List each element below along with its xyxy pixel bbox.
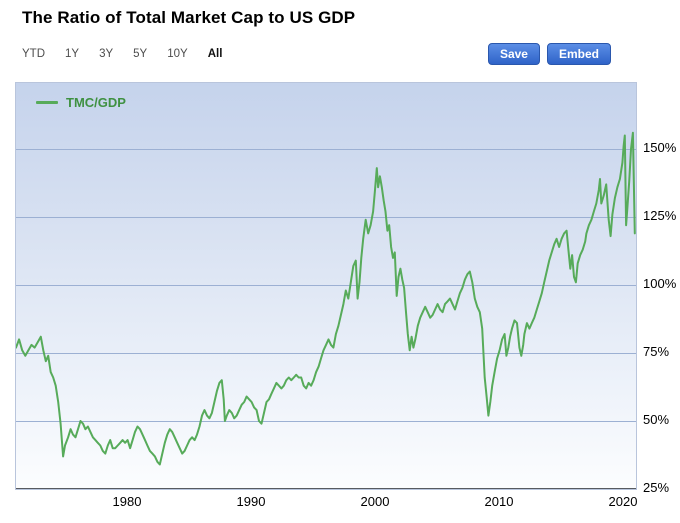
y-axis-tick-label: 150%: [643, 140, 677, 155]
x-axis-tick-label: 2000: [360, 494, 390, 509]
range-selector: YTD 1Y 3Y 5Y 10Y All: [22, 48, 222, 60]
range-1y[interactable]: 1Y: [65, 48, 80, 60]
legend-line-swatch: [36, 101, 58, 104]
y-axis-tick-label: 75%: [643, 344, 670, 359]
y-axis-tick-label: 50%: [643, 412, 670, 427]
range-5y[interactable]: 5Y: [133, 48, 148, 60]
embed-button[interactable]: Embed: [546, 43, 611, 65]
chart-legend: TMC/GDP: [36, 95, 126, 110]
chart-canvas: [16, 131, 636, 489]
x-axis-tick-label: 1980: [112, 494, 142, 509]
legend-label: TMC/GDP: [66, 95, 126, 110]
x-axis-tick-label: 2020: [608, 494, 638, 509]
y-axis-tick-label: 125%: [643, 208, 677, 223]
range-3y[interactable]: 3Y: [99, 48, 114, 60]
x-axis-tick-label: 1990: [236, 494, 266, 509]
save-button[interactable]: Save: [487, 43, 540, 65]
y-axis-tick-label: 25%: [643, 480, 670, 495]
tmc-gdp-line: [16, 131, 636, 466]
plot-region[interactable]: TMC/GDP: [15, 82, 637, 490]
y-axis-tick-label: 100%: [643, 276, 677, 291]
range-ytd[interactable]: YTD: [22, 48, 45, 60]
page-title: The Ratio of Total Market Cap to US GDP: [22, 8, 356, 27]
range-10y[interactable]: 10Y: [167, 48, 188, 60]
chart-area: TMC/GDP 150% 125% 100% 75% 50% 25% 1980 1990 200…: [15, 82, 680, 523]
range-all[interactable]: All: [207, 48, 223, 60]
toolbar: YTD 1Y 3Y 5Y 10Y All Save Embed: [22, 42, 611, 66]
x-axis-tick-label: 2010: [484, 494, 514, 509]
action-buttons: Save Embed: [487, 43, 611, 65]
